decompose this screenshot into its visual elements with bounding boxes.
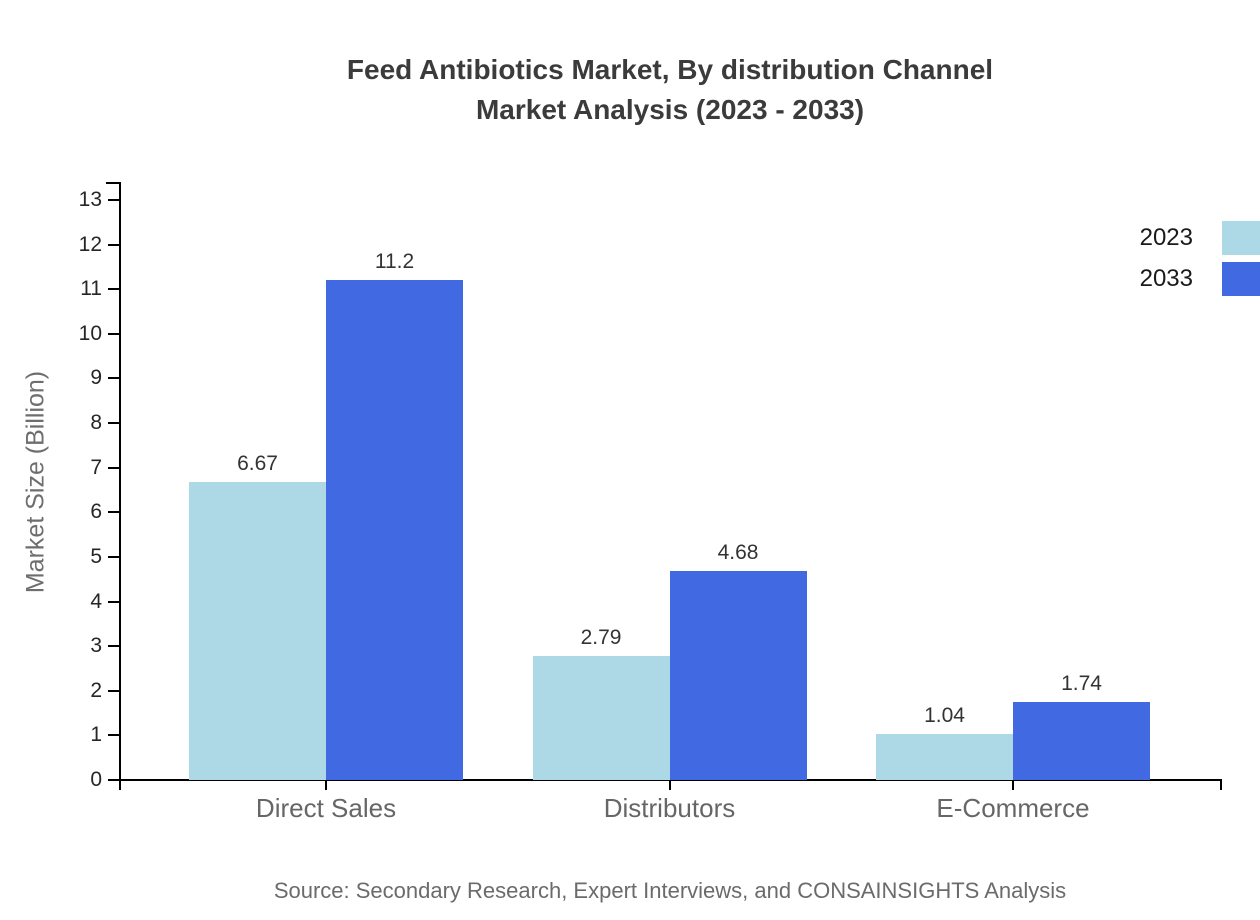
bar-2033-e-commerce	[1013, 702, 1150, 780]
chart-title-line2: Market Analysis (2023 - 2033)	[475, 94, 865, 125]
y-tick	[108, 243, 119, 246]
y-tick-label: 9	[90, 366, 102, 390]
y-tick	[108, 199, 119, 201]
bar-value-label: 1.04	[924, 703, 965, 727]
legend-item-2033: 2033	[1040, 262, 1260, 298]
chart-title: Feed Antibiotics Market, By distribution…	[0, 50, 1260, 130]
y-tick	[108, 600, 119, 603]
y-tick	[108, 332, 119, 335]
y-tick	[108, 377, 119, 380]
bar-value-label: 4.68	[717, 541, 759, 565]
y-tick	[108, 288, 119, 291]
y-tick-label: 2	[90, 678, 102, 702]
legend-label: 2023	[1139, 224, 1193, 251]
y-tick	[108, 779, 119, 781]
x-category-label: Distributors	[603, 793, 736, 823]
y-tick	[108, 689, 119, 692]
bar-2023-distributors	[532, 655, 670, 780]
x-category-label: Direct Sales	[255, 793, 397, 823]
x-category-label: E-Commerce	[936, 793, 1090, 823]
y-tick	[108, 645, 119, 648]
y-tick-label: 11	[80, 277, 102, 301]
y-tick-label: 0	[90, 768, 102, 791]
x-tick	[325, 780, 327, 790]
y-axis-top-outer-tick	[106, 182, 119, 184]
y-tick-label: 3	[90, 634, 102, 658]
legend-item-2023: 2023	[1040, 221, 1260, 257]
y-tick	[108, 466, 119, 469]
bar-value-label: 11.2	[374, 250, 415, 274]
legend-swatch-2023	[1222, 221, 1260, 255]
bar-value-label: 2.79	[580, 625, 622, 649]
y-tick-label: 10	[78, 321, 102, 345]
y-tick	[108, 511, 119, 514]
y-tick-label: 1	[90, 723, 102, 747]
bar-2033-direct-sales	[326, 280, 463, 780]
bar-2023-direct-sales	[189, 482, 326, 780]
y-axis-spine	[119, 182, 121, 790]
legend-swatch-2033	[1222, 262, 1260, 296]
y-tick-label: 6	[90, 500, 102, 524]
y-tick-label: 4	[90, 589, 102, 613]
x-tick	[1012, 780, 1014, 790]
source-attribution: Source: Secondary Research, Expert Inter…	[273, 878, 1067, 903]
bar-value-label: 1.74	[1061, 672, 1102, 696]
bar-value-label: 6.67	[237, 452, 278, 476]
y-tick-label: 8	[90, 411, 102, 435]
legend-label: 2033	[1139, 265, 1193, 292]
y-tick	[108, 422, 119, 425]
y-tick-label: 5	[90, 544, 102, 568]
y-tick	[108, 555, 119, 558]
x-axis-right-outer-tick	[1220, 779, 1222, 790]
y-tick-label: 7	[90, 455, 102, 479]
x-axis-spine	[119, 779, 1222, 781]
x-tick	[668, 780, 671, 790]
bar-2023-e-commerce	[876, 733, 1013, 780]
y-tick-label: 13	[78, 188, 102, 211]
chart-title-line1: Feed Antibiotics Market, By distribution…	[346, 54, 994, 85]
y-tick	[108, 734, 119, 737]
y-tick-label: 12	[78, 232, 102, 256]
bar-2033-distributors	[669, 571, 807, 780]
